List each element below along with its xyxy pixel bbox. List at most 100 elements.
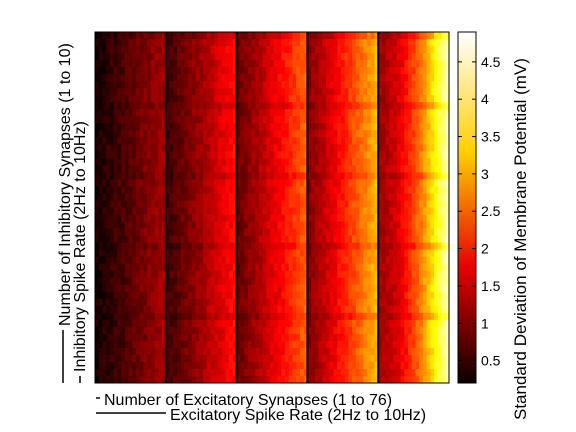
heatmap-cell: [307, 284, 312, 293]
heatmap-cell: [434, 305, 439, 314]
heatmap-cell: [117, 151, 122, 159]
heatmap-cell: [229, 123, 234, 131]
heatmap-cell: [225, 179, 230, 187]
heatmap-cell: [430, 340, 435, 349]
heatmap-cell: [415, 123, 420, 131]
heatmap-cell: [98, 74, 103, 82]
heatmap-cell: [270, 60, 275, 68]
heatmap-cell: [135, 165, 141, 173]
heatmap-cell: [333, 116, 338, 124]
heatmap-cell: [162, 319, 167, 328]
heatmap-cell: [214, 109, 219, 117]
heatmap-cell: [117, 354, 122, 363]
heatmap-cell: [232, 228, 237, 236]
heatmap-cell: [173, 361, 178, 370]
heatmap-cell: [176, 53, 182, 61]
heatmap-cell: [270, 214, 275, 222]
heatmap-cell: [419, 186, 424, 194]
heatmap-cell: [236, 60, 241, 68]
heatmap-cell: [180, 109, 185, 117]
heatmap-cell: [340, 214, 346, 222]
heatmap-cell: [296, 46, 301, 54]
heatmap-cell: [143, 165, 148, 173]
heatmap-cell: [344, 53, 349, 61]
heatmap-cell: [367, 116, 372, 124]
heatmap-cell: [348, 298, 353, 307]
heatmap-cell: [132, 256, 137, 265]
heatmap-cell: [359, 32, 364, 40]
heatmap-cell: [135, 305, 141, 314]
heatmap-cell: [232, 123, 237, 131]
heatmap-cell: [326, 284, 331, 293]
heatmap-cell: [292, 193, 297, 201]
heatmap-cell: [378, 284, 383, 293]
heatmap-cell: [229, 277, 234, 286]
heatmap-cell: [404, 88, 409, 96]
heatmap-cell: [173, 291, 178, 300]
heatmap-cell: [109, 368, 115, 377]
heatmap-cell: [329, 102, 334, 110]
heatmap-cell: [303, 60, 308, 68]
heatmap-cell: [203, 291, 208, 300]
heatmap-cell: [329, 354, 334, 363]
heatmap-cell: [109, 151, 115, 159]
heatmap-cell: [359, 109, 364, 117]
heatmap-cell: [344, 95, 349, 103]
heatmap-cell: [225, 102, 230, 110]
heatmap-cell: [180, 263, 185, 272]
heatmap-cell: [195, 347, 200, 356]
heatmap-cell: [143, 200, 148, 208]
heatmap-cell: [221, 32, 226, 40]
heatmap-cell: [445, 256, 450, 265]
heatmap-cell: [124, 249, 129, 258]
heatmap-cell: [367, 32, 372, 40]
heatmap-cell: [396, 137, 401, 145]
heatmap-cell: [247, 214, 252, 222]
heatmap-cell: [445, 368, 450, 377]
heatmap-cell: [326, 263, 331, 272]
heatmap-cell: [393, 200, 398, 208]
heatmap-cell: [404, 305, 409, 314]
heatmap-cell: [106, 60, 111, 68]
heatmap-cell: [162, 235, 167, 243]
heatmap-cell: [273, 165, 278, 173]
heatmap-cell: [396, 228, 401, 236]
heatmap-cell: [322, 221, 327, 229]
heatmap-cell: [184, 228, 189, 236]
heatmap-cell: [98, 123, 103, 131]
heatmap-cell: [400, 340, 405, 349]
heatmap-cell: [124, 263, 129, 272]
heatmap-cell: [258, 102, 264, 110]
heatmap-cell: [426, 235, 431, 243]
heatmap-cell: [329, 256, 334, 265]
heatmap-cell: [143, 67, 148, 75]
heatmap-cell: [385, 235, 390, 243]
heatmap-cell: [411, 39, 416, 47]
heatmap-cell: [378, 172, 383, 180]
heatmap-cell: [352, 249, 357, 258]
heatmap-cell: [176, 312, 182, 321]
heatmap-cell: [292, 74, 297, 82]
heatmap-cell: [329, 235, 334, 243]
heatmap-cell: [430, 158, 435, 166]
heatmap-cell: [337, 186, 342, 194]
heatmap-cell: [344, 60, 349, 68]
heatmap-cell: [396, 74, 401, 82]
heatmap-cell: [367, 179, 372, 187]
heatmap-cell: [240, 319, 245, 328]
heatmap-cell: [102, 228, 107, 236]
heatmap-cell: [240, 249, 245, 258]
heatmap-cell: [273, 375, 278, 384]
heatmap-cell: [318, 116, 323, 124]
heatmap-cell: [408, 305, 413, 314]
heatmap-cell: [337, 53, 342, 61]
heatmap-cell: [195, 333, 200, 342]
heatmap-cell: [113, 228, 118, 236]
heatmap-cell: [326, 333, 331, 342]
heatmap-cell: [326, 368, 331, 377]
heatmap-cell: [173, 235, 178, 243]
heatmap-cell: [370, 228, 375, 236]
heatmap-cell: [232, 361, 237, 370]
heatmap-cell: [370, 81, 375, 89]
heatmap-cell: [106, 46, 111, 54]
